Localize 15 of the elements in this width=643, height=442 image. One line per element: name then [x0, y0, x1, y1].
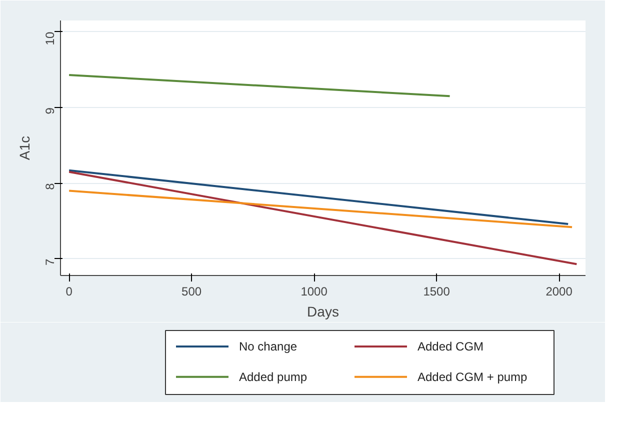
x-tick-label: 0 [66, 284, 73, 298]
legend-label: Added pump [239, 370, 308, 384]
y-tick-label: 7 [43, 258, 57, 266]
x-axis-title: Days [307, 304, 339, 320]
y-tick-label: 8 [43, 182, 57, 190]
y-tick-label: 9 [43, 107, 57, 114]
y-axis-title: A1c [16, 136, 32, 160]
y-tick-label: 10 [43, 32, 57, 46]
x-tick-label: 2000 [546, 284, 573, 298]
legend-label: Added CGM + pump [418, 370, 528, 384]
x-tick-label: 500 [182, 284, 202, 298]
x-tick-label: 1000 [300, 284, 328, 298]
legend-label: Added CGM [418, 340, 484, 354]
x-tick-label: 1500 [423, 284, 450, 298]
legend-label: No change [239, 340, 298, 354]
